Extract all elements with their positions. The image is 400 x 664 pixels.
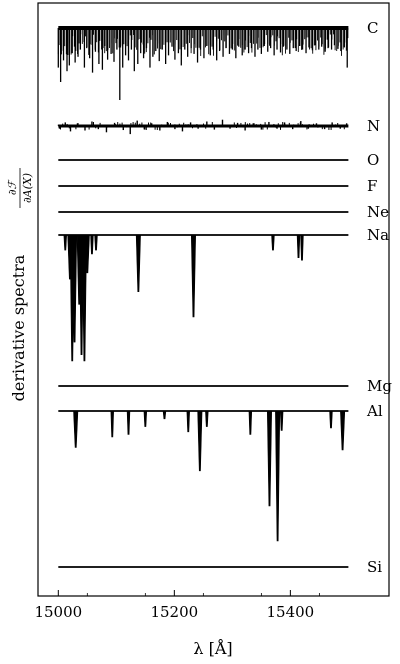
spectral-line bbox=[73, 410, 79, 448]
series-al bbox=[58, 410, 349, 542]
series-c bbox=[57, 26, 349, 100]
spectral-line bbox=[190, 234, 196, 318]
spectral-line bbox=[266, 410, 272, 507]
spectral-line bbox=[186, 410, 190, 433]
series-layer bbox=[57, 26, 349, 568]
x-axis: 15000 15200 15400 bbox=[34, 590, 320, 621]
x-tick-label: 15000 bbox=[34, 603, 82, 621]
spectral-line bbox=[72, 234, 78, 343]
x-axis-label: λ [Å] bbox=[193, 638, 232, 658]
series-label-n: N bbox=[367, 117, 380, 135]
series-label-o: O bbox=[367, 151, 379, 169]
spectral-line bbox=[84, 234, 90, 274]
x-tick-label: 15200 bbox=[150, 603, 198, 621]
spectral-line bbox=[135, 234, 141, 292]
spectral-line bbox=[162, 410, 167, 420]
spectral-line bbox=[248, 410, 253, 435]
spectral-line bbox=[275, 410, 281, 542]
series-label-c: C bbox=[367, 19, 378, 37]
spectral-line bbox=[126, 410, 131, 435]
spectral-line bbox=[279, 410, 284, 431]
spectral-line bbox=[329, 410, 333, 429]
spectral-line bbox=[63, 234, 67, 251]
x-tick-label: 15400 bbox=[267, 603, 315, 621]
y-axis-label-denominator: ∂A(X) bbox=[21, 173, 34, 203]
y-axis-label-numerator: ∂ℱ bbox=[6, 178, 19, 195]
series-label-f: F bbox=[367, 177, 377, 195]
series-na bbox=[58, 234, 349, 362]
spectral-line bbox=[110, 410, 114, 438]
spectral-line bbox=[300, 234, 304, 261]
spectral-line bbox=[340, 410, 346, 451]
series-label-al: Al bbox=[366, 402, 383, 420]
spectral-line bbox=[271, 234, 275, 251]
series-label-ne: Ne bbox=[367, 203, 389, 221]
y-axis-label: derivative spectra ∂ℱ ∂A(X) bbox=[6, 168, 34, 401]
spectral-line bbox=[143, 410, 148, 427]
y-axis-label-text: derivative spectra bbox=[9, 254, 28, 401]
spectral-line bbox=[90, 234, 94, 255]
spectral-line bbox=[94, 234, 98, 251]
spectral-line bbox=[197, 410, 203, 472]
series-label-mg: Mg bbox=[367, 377, 392, 395]
series-labels: C NOF Ne Na Mg Al Si bbox=[366, 19, 392, 576]
spectral-line bbox=[296, 234, 301, 258]
series-label-na: Na bbox=[367, 226, 389, 244]
series-n bbox=[57, 119, 349, 135]
series-label-si: Si bbox=[367, 558, 382, 576]
plot-frame bbox=[37, 2, 390, 597]
spectral-line bbox=[205, 410, 209, 427]
